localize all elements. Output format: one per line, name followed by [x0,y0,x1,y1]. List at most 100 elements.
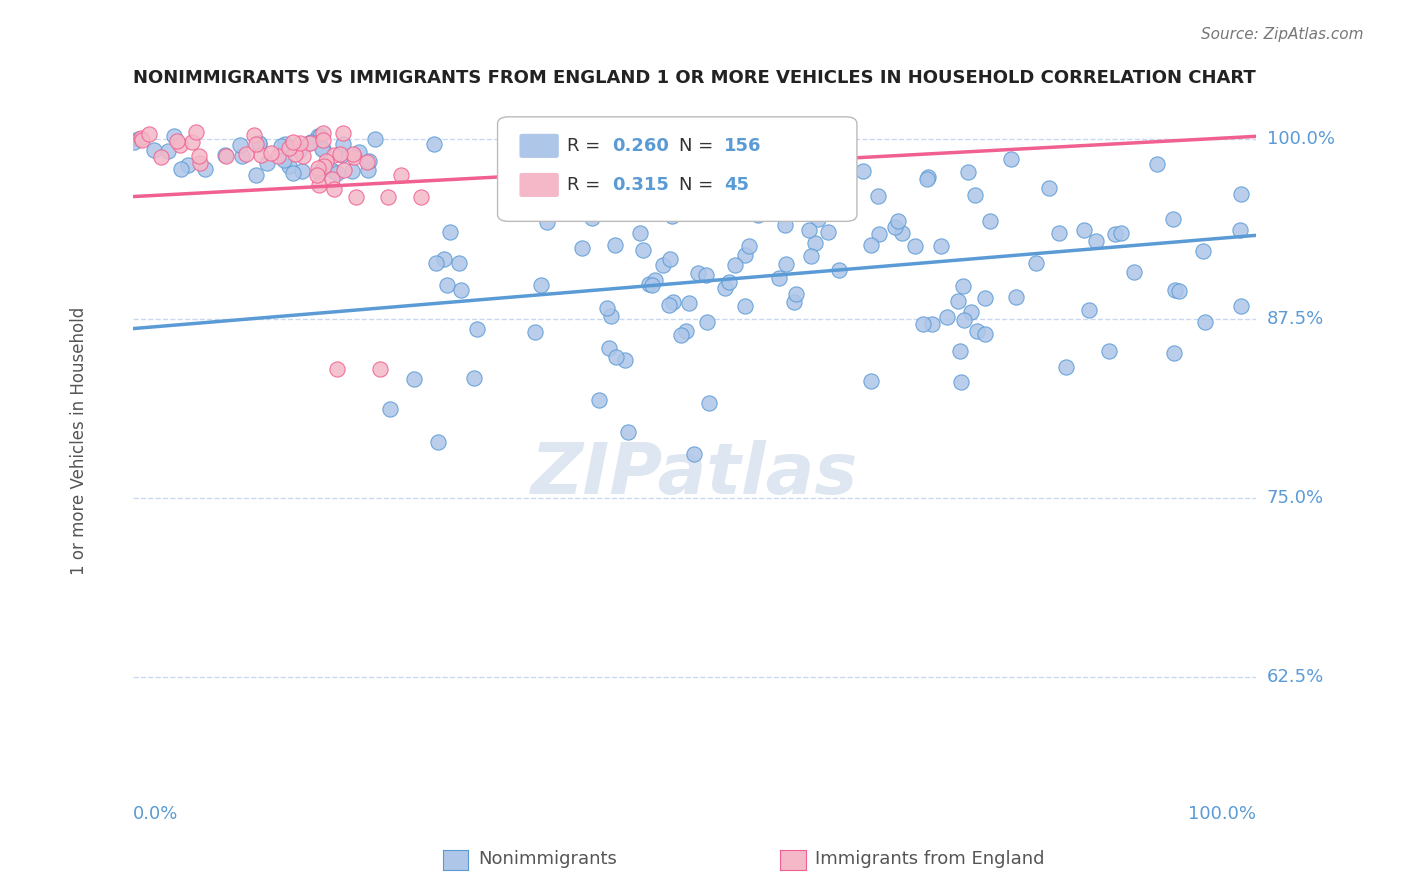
Point [768,270,790,285]
Point [299,135,322,149]
Point [326,166,349,180]
Text: 1 or more Vehicles in Household: 1 or more Vehicles in Household [70,307,87,574]
Point [581,211,603,225]
Point [214,147,236,161]
Point [315,153,337,168]
Point [156,144,179,158]
Point [177,158,200,172]
Point [343,150,366,164]
Point [860,374,883,388]
Point [723,258,745,272]
Point [662,295,685,310]
Point [643,142,665,156]
Point [380,402,402,417]
Point [641,277,664,292]
Point [773,218,796,232]
Point [952,278,974,293]
Point [1146,157,1168,171]
Point [688,266,710,280]
Text: 87.5%: 87.5% [1267,310,1324,327]
Point [1229,299,1251,313]
Point [599,309,621,323]
Point [973,291,995,305]
Point [783,295,806,310]
Point [637,277,659,291]
Point [273,153,295,167]
Point [467,322,489,336]
Point [299,136,322,150]
Point [598,341,620,355]
Point [828,262,851,277]
Point [558,202,581,216]
Point [628,226,651,240]
Point [247,136,270,150]
Point [235,146,257,161]
Point [326,361,349,376]
Point [966,324,988,338]
Point [747,208,769,222]
Point [357,154,380,169]
Point [912,318,935,332]
Text: N =: N = [679,176,720,194]
Point [389,168,412,182]
Point [450,283,472,297]
Point [377,189,399,203]
Point [1005,290,1028,304]
Point [436,277,458,292]
Point [166,134,188,148]
Point [342,163,364,178]
Point [524,325,547,339]
Point [463,370,485,384]
Point [1163,346,1185,360]
Point [952,312,974,326]
Point [692,173,714,187]
Text: 0.260: 0.260 [612,136,669,155]
Point [329,146,352,161]
Point [949,343,972,358]
Point [433,252,456,266]
Point [344,189,367,203]
Point [309,128,332,143]
Point [950,375,973,389]
Point [603,238,626,252]
Point [536,215,558,229]
Text: 62.5%: 62.5% [1267,668,1324,686]
Point [866,189,889,203]
Point [357,163,380,178]
Point [682,447,704,461]
Point [439,225,461,239]
Point [644,273,666,287]
Text: 100.0%: 100.0% [1267,130,1334,148]
Point [960,305,983,319]
Point [188,156,211,170]
FancyBboxPatch shape [520,135,558,157]
Point [1229,223,1251,237]
Point [799,223,821,237]
Point [256,156,278,170]
Point [267,149,290,163]
Text: N =: N = [679,136,720,155]
Point [402,371,425,385]
Point [307,168,329,182]
Point [1077,302,1099,317]
Point [661,209,683,223]
Point [734,299,756,313]
Point [1194,315,1216,329]
Point [143,143,166,157]
Point [229,138,252,153]
Point [1038,181,1060,195]
Point [588,392,610,407]
Point [675,324,697,338]
Point [356,154,378,169]
Point [184,125,207,139]
Point [887,213,910,227]
Point [696,315,718,329]
Point [364,132,387,146]
Point [425,256,447,270]
Point [530,278,553,293]
Point [697,396,720,410]
Point [651,258,673,272]
Text: Nonimmigrants: Nonimmigrants [478,850,617,868]
Point [946,294,969,309]
Point [270,139,292,153]
